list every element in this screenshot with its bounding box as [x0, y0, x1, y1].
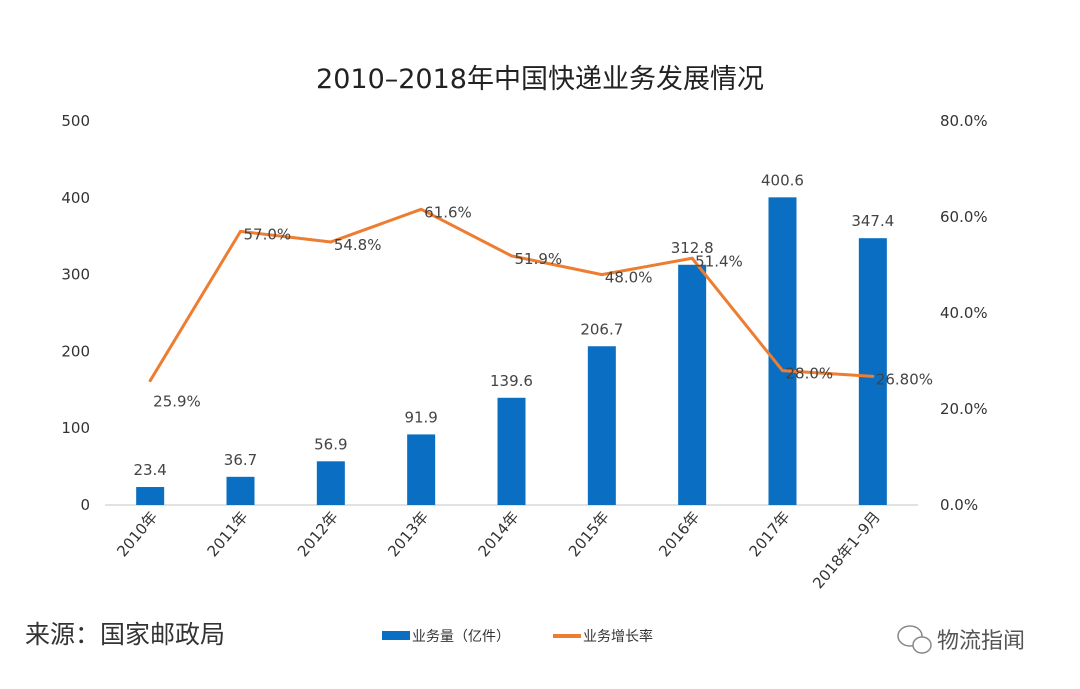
watermark: 物流指闻 — [897, 625, 1025, 654]
x-tick-label: 2010年 — [113, 508, 161, 560]
bar — [858, 238, 887, 506]
line-data-label: 25.9% — [153, 393, 201, 411]
source-note: 来源：国家邮政局 — [25, 620, 225, 649]
line-data-label: 28.0% — [786, 365, 834, 383]
y-right-tick-label: 20.0% — [940, 400, 988, 418]
legend-label-growth: 业务增长率 — [583, 628, 653, 645]
y-left-tick-label: 0 — [80, 496, 90, 514]
wechat-icon — [897, 625, 932, 654]
watermark-text: 物流指闻 — [937, 629, 1025, 654]
y-right-tick-label: 40.0% — [940, 304, 988, 322]
legend: 业务量（亿件） 业务增长率 — [382, 628, 653, 645]
bar — [407, 434, 436, 505]
x-tick-label: 2014年 — [475, 508, 523, 560]
bar-data-label: 312.8 — [671, 239, 714, 257]
bar-data-label: 400.6 — [761, 171, 804, 189]
bar-data-label: 91.9 — [404, 408, 437, 426]
growth-point — [239, 229, 242, 233]
growth-point — [329, 240, 333, 244]
y-right-tick-label: 80.0% — [940, 112, 988, 130]
y-right-tick-label: 0.0% — [940, 496, 978, 514]
bar-data-label: 56.9 — [314, 435, 347, 453]
x-tick-label: 2015年 — [565, 508, 613, 560]
line-data-label: 61.6% — [424, 203, 472, 221]
x-tick-label: 2016年 — [655, 508, 703, 560]
bar — [497, 397, 526, 505]
growth-point — [690, 256, 694, 260]
y-left-tick-label: 500 — [61, 112, 90, 130]
bar-data-label: 23.4 — [133, 461, 166, 479]
line-data-label: 26.80% — [876, 370, 933, 388]
line-data-label: 54.8% — [334, 236, 382, 254]
bar-data-label: 206.7 — [580, 320, 623, 338]
line-data-label: 51.9% — [515, 250, 563, 268]
bar-data-label: 139.6 — [490, 372, 533, 390]
bar-data-label: 347.4 — [851, 212, 894, 230]
y-left-tick-label: 200 — [61, 342, 90, 360]
bar-data-label: 36.7 — [224, 451, 257, 469]
y-left-tick-label: 100 — [61, 419, 90, 437]
x-tick-label: 2017年 — [746, 508, 794, 560]
growth-point — [781, 369, 784, 373]
growth-point — [600, 273, 604, 277]
x-tick-label: 2012年 — [294, 508, 342, 560]
growth-point — [510, 254, 513, 258]
line-data-label: 51.4% — [695, 252, 743, 270]
line-data-label: 48.0% — [605, 269, 653, 287]
x-tick-label: 2011年 — [204, 508, 252, 560]
bar — [587, 346, 616, 505]
x-tick-label: 2013年 — [384, 508, 432, 560]
growth-point — [871, 374, 875, 378]
growth-point — [419, 207, 423, 211]
bar — [316, 461, 345, 505]
bar — [226, 476, 255, 505]
legend-swatch-growth — [553, 634, 581, 638]
y-right-tick-label: 60.0% — [940, 208, 988, 226]
y-left-tick-label: 300 — [61, 266, 90, 284]
line-data-label: 57.0% — [244, 225, 292, 243]
bar — [136, 487, 165, 505]
growth-point — [148, 379, 152, 383]
chart-title: 2010–2018年中国快递业务发展情况 — [316, 64, 764, 95]
x-tick-label: 2018年1–9月 — [809, 508, 884, 592]
bar — [678, 264, 707, 505]
legend-swatch-volume — [382, 631, 410, 640]
y-left-tick-label: 400 — [61, 189, 90, 207]
legend-label-volume: 业务量（亿件） — [412, 629, 510, 645]
bar — [768, 197, 797, 505]
